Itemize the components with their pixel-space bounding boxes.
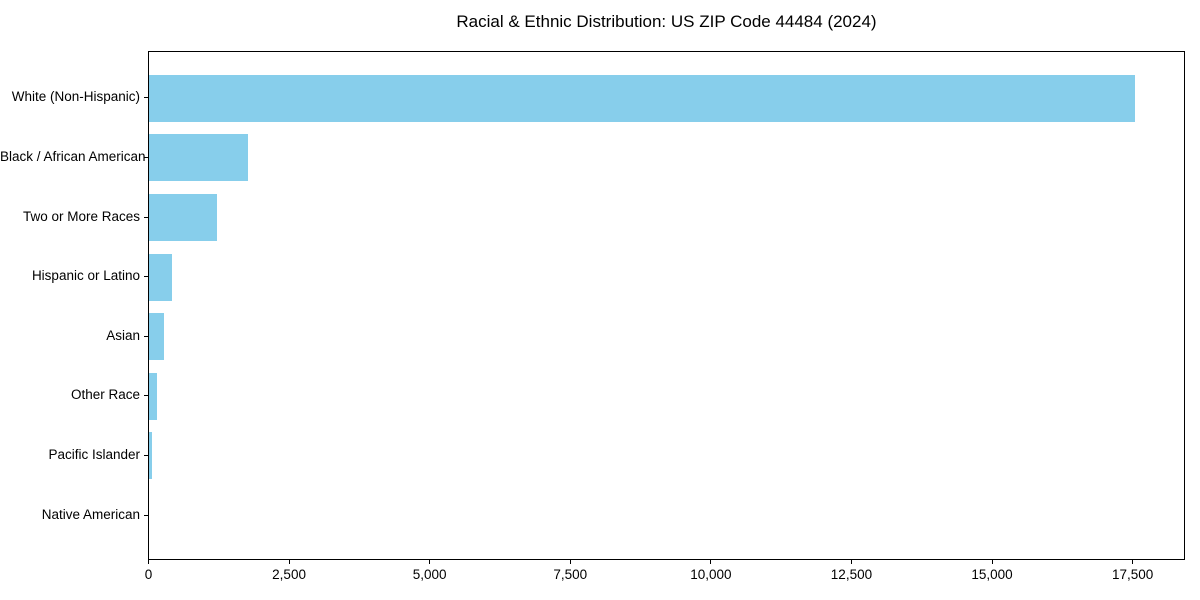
y-tick-label: Asian [106,327,140,343]
x-tick-label: 10,000 [690,567,732,582]
x-tick [148,560,149,564]
x-tick [710,560,712,564]
y-tick [144,335,148,337]
y-tick-label: Other Race [70,387,140,403]
y-tick [144,395,148,397]
y-tick-label: Pacific Islander [48,446,140,462]
y-tick-label: Two or More Races [22,208,140,224]
bar-two-or-more-races [149,194,217,241]
bar-hispanic-or-latino [149,253,172,301]
x-tick [850,560,852,564]
x-tick [1132,560,1134,564]
y-tick [144,216,148,218]
y-tick-label: Black / African American [0,148,146,164]
chart-title: Racial & Ethnic Distribution: US ZIP Cod… [456,12,877,31]
y-tick [144,454,148,456]
x-tick-label: 0 [144,567,153,582]
x-tick [429,560,431,564]
bar-asian [149,313,164,361]
y-tick-label: White (Non-Hispanic) [11,89,140,105]
x-tick-label: 2,500 [272,567,306,582]
y-tick-label: Native American [41,506,140,522]
x-tick-label: 5,000 [412,567,447,582]
plot-area [148,51,1185,560]
y-tick-label: Hispanic or Latino [31,268,140,284]
x-tick-label: 15,000 [971,567,1013,582]
x-tick [991,560,993,564]
y-tick [144,97,148,99]
bar-black-african-american [149,134,248,182]
x-tick-label: 17,500 [1111,567,1154,582]
x-tick-label: 12,500 [830,567,873,582]
bar-white-non-hispanic [149,74,1136,122]
y-tick [144,276,148,278]
y-tick [144,156,148,158]
bar-pacific-islander [149,432,153,480]
bar-other-race [149,372,157,420]
x-tick [569,560,571,564]
x-tick [288,560,290,564]
x-tick-label: 7,500 [553,567,588,582]
y-tick [144,514,148,516]
